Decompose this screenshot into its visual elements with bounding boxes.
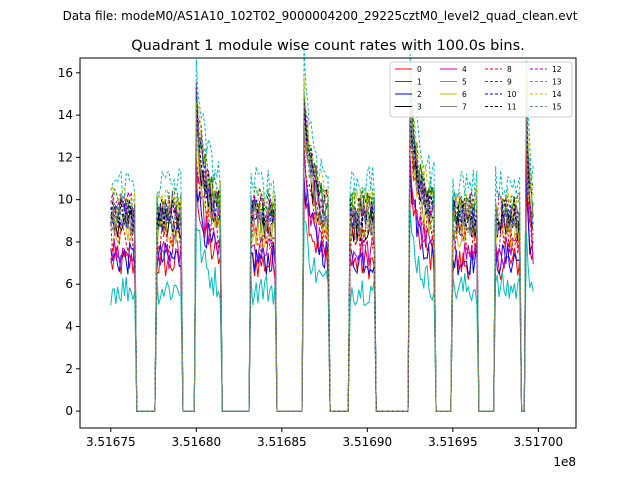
legend-label-6: 6	[462, 90, 467, 99]
legend-label-4: 4	[462, 65, 467, 74]
y-tick-label: 6	[65, 277, 73, 291]
series-line-12	[110, 81, 534, 412]
legend-label-11: 11	[507, 103, 517, 112]
x-tick-label: 3.51695	[428, 435, 478, 449]
legend-label-7: 7	[462, 103, 467, 112]
legend-label-10: 10	[507, 90, 517, 99]
series-line-11	[110, 87, 534, 412]
series-line-10	[110, 93, 534, 412]
legend-label-8: 8	[507, 65, 512, 74]
legend-label-1: 1	[417, 78, 422, 87]
y-tick-label: 2	[65, 362, 73, 376]
x-tick-label: 3.51680	[171, 435, 221, 449]
legend-label-13: 13	[552, 78, 562, 87]
x-tick-label: 3.51700	[514, 435, 564, 449]
series-layer	[110, 49, 534, 412]
y-tick-label: 10	[58, 193, 73, 207]
y-tick-label: 0	[65, 404, 73, 418]
y-tick-label: 12	[58, 150, 73, 164]
legend-label-14: 14	[552, 90, 562, 99]
y-tick-label: 16	[58, 66, 73, 80]
series-line-15	[110, 104, 534, 412]
plot-frame	[79, 57, 577, 429]
chart-suptitle: Data file: modeM0/AS1A10_102T02_90000042…	[63, 9, 578, 23]
chart-title: Quadrant 1 module wise count rates with …	[131, 38, 525, 54]
series-line-7	[110, 113, 534, 412]
y-axis: 0 2 4 6 8 10 12 14 16	[58, 66, 80, 418]
series-line-8	[110, 136, 534, 412]
y-tick-label: 8	[65, 235, 73, 249]
legend-label-15: 15	[552, 103, 562, 112]
legend-label-5: 5	[462, 78, 467, 87]
x-axis: 3.51675 3.51680 3.51685 3.51690 3.51695 3.517…	[86, 428, 563, 449]
y-tick-label: 4	[65, 320, 73, 334]
series-line-14	[110, 70, 534, 412]
x-tick-label: 3.51675	[86, 435, 136, 449]
legend-label-3: 3	[417, 103, 422, 112]
legend-label-12: 12	[552, 65, 562, 74]
legend-label-9: 9	[507, 78, 512, 87]
legend-label-2: 2	[417, 90, 422, 99]
y-tick-label: 14	[58, 108, 73, 122]
x-offset-label: 1e8	[553, 455, 576, 469]
x-tick-label: 3.51690	[343, 435, 393, 449]
series-line-4	[110, 148, 534, 412]
legend-box	[389, 61, 573, 118]
series-line-5	[110, 209, 534, 412]
legend-label-0: 0	[417, 65, 422, 74]
x-tick-label: 3.51685	[257, 435, 307, 449]
